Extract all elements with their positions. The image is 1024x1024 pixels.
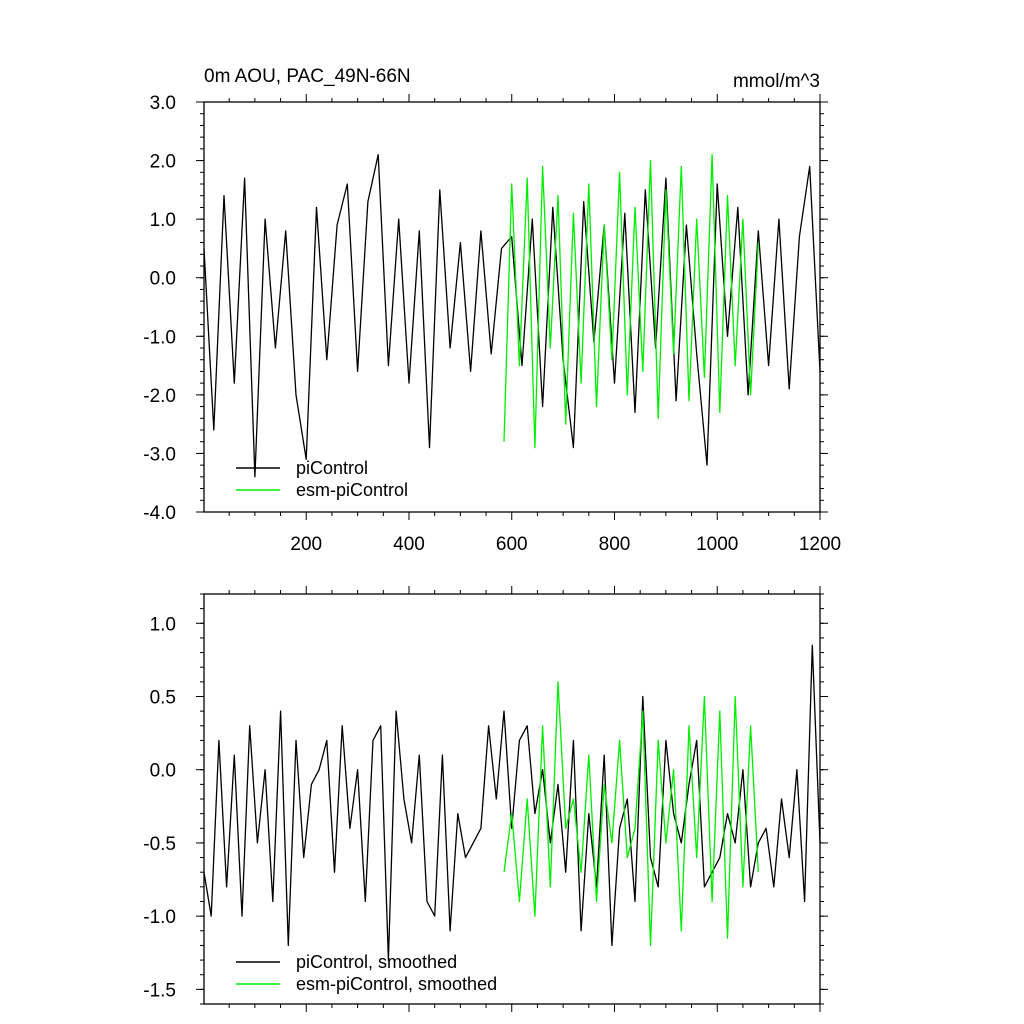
y-tick-label: -2.0 (143, 386, 176, 407)
series-line-esm-picontrol (503, 154, 759, 449)
y-tick-label: 3.0 (150, 93, 176, 114)
units-label: mmol/m^3 (733, 71, 820, 92)
chart-title: 0m AOU, PAC_49N-66N (204, 66, 411, 87)
x-tick-label: 600 (496, 534, 528, 555)
y-tick-label: -0.5 (143, 834, 176, 855)
y-tick-label: 0.0 (150, 269, 176, 290)
y-tick-label: -1.0 (143, 327, 176, 348)
y-tick-label: 1.0 (150, 210, 176, 231)
x-tick-label: 400 (393, 534, 425, 555)
x-tick-label: 1000 (696, 534, 738, 555)
y-tick-label: 0.0 (150, 761, 176, 782)
plot-frame (203, 593, 821, 1005)
x-tick-label: 1200 (799, 534, 841, 555)
bottom-panel: 1.0 0.5 0.0 -0.5 -1.0 -1.5 piControl, smoothed… (143, 586, 828, 1012)
legend-label: piControl, smoothed (296, 952, 457, 972)
x-tick-label: 200 (290, 534, 322, 555)
legend-label: esm-piControl, smoothed (296, 974, 497, 994)
top-panel: 200 400 600 800 1000 1200 3.0 2.0 1.0 0.0 -1.0 -2.0… (143, 66, 841, 555)
series-line-picontrol (203, 154, 821, 478)
plot-frame (203, 101, 821, 513)
y-tick-label: 0.5 (150, 688, 176, 709)
legend-label: esm-piControl (296, 480, 408, 500)
x-tick-label: 800 (599, 534, 631, 555)
y-tick-label: 1.0 (150, 614, 176, 635)
series-line-picontrol (203, 644, 821, 961)
y-tick-label: -3.0 (143, 444, 176, 465)
y-tick-label: -4.0 (143, 503, 176, 524)
legend-label: piControl (296, 458, 368, 478)
y-tick-label: -1.0 (143, 907, 176, 928)
y-tick-label: -1.5 (143, 980, 176, 1001)
series-line-esm-picontrol (503, 681, 759, 947)
y-tick-label: 2.0 (150, 152, 176, 173)
